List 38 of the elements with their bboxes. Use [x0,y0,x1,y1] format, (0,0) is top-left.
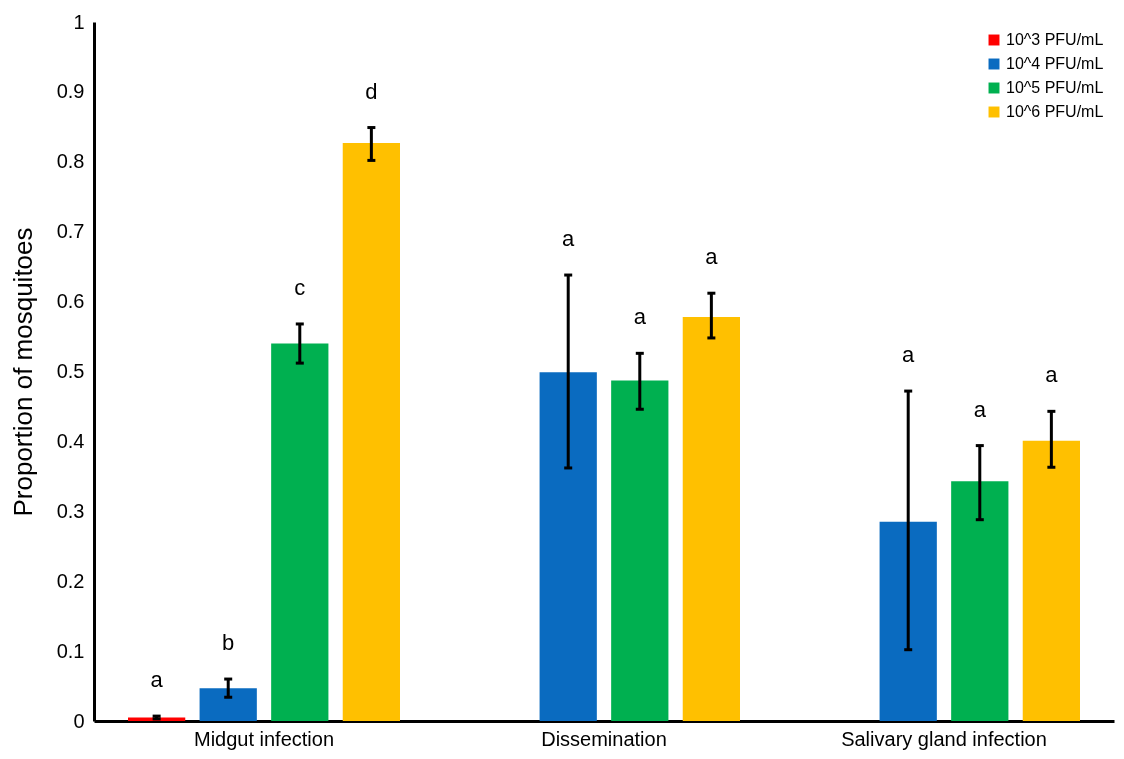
bar [951,481,1009,721]
annotation: b [222,630,235,656]
bar [611,380,669,721]
x-tick-label: Midgut infection [193,727,335,750]
x-tick-label: Dissemination [541,727,667,750]
y-tick-label: 0.6 [56,290,85,313]
y-tick-label: 0.1 [56,639,85,662]
bar [879,521,937,721]
x-tick-label: Salivary gland infection [841,727,1047,750]
bar [342,142,400,721]
annotation: a [973,396,987,422]
y-tick-label: 0.2 [56,569,85,592]
annotation: a [1045,362,1059,388]
bar [271,343,329,721]
bar [199,688,257,721]
annotation: c [294,274,306,300]
annotation: a [705,244,719,270]
y-tick-label: 0.9 [56,80,85,103]
bar [682,316,740,721]
y-tick-label: 0 [73,709,85,732]
annotation: a [150,667,164,693]
y-tick-label: 1 [73,10,85,33]
bar [539,372,597,721]
y-axis-title: Proportion of mosquitoes [7,227,38,517]
y-tick-label: 0.4 [56,429,85,452]
annotation: a [633,304,647,330]
annotation: a [562,226,576,252]
y-tick-label: 0.7 [56,220,85,243]
bar [1022,440,1080,721]
legend-label: 10^4 PFU/mL [1006,55,1104,72]
legend-label: 10^5 PFU/mL [1006,79,1104,96]
y-tick-label: 0.8 [56,150,85,173]
annotation: d [365,78,378,104]
y-tick-label: 0.3 [56,499,85,522]
legend-label: 10^3 PFU/mL [1006,31,1104,48]
annotation: a [902,342,916,368]
y-tick-label: 0.5 [56,360,85,382]
legend-label: 10^6 PFU/mL [1006,103,1104,120]
